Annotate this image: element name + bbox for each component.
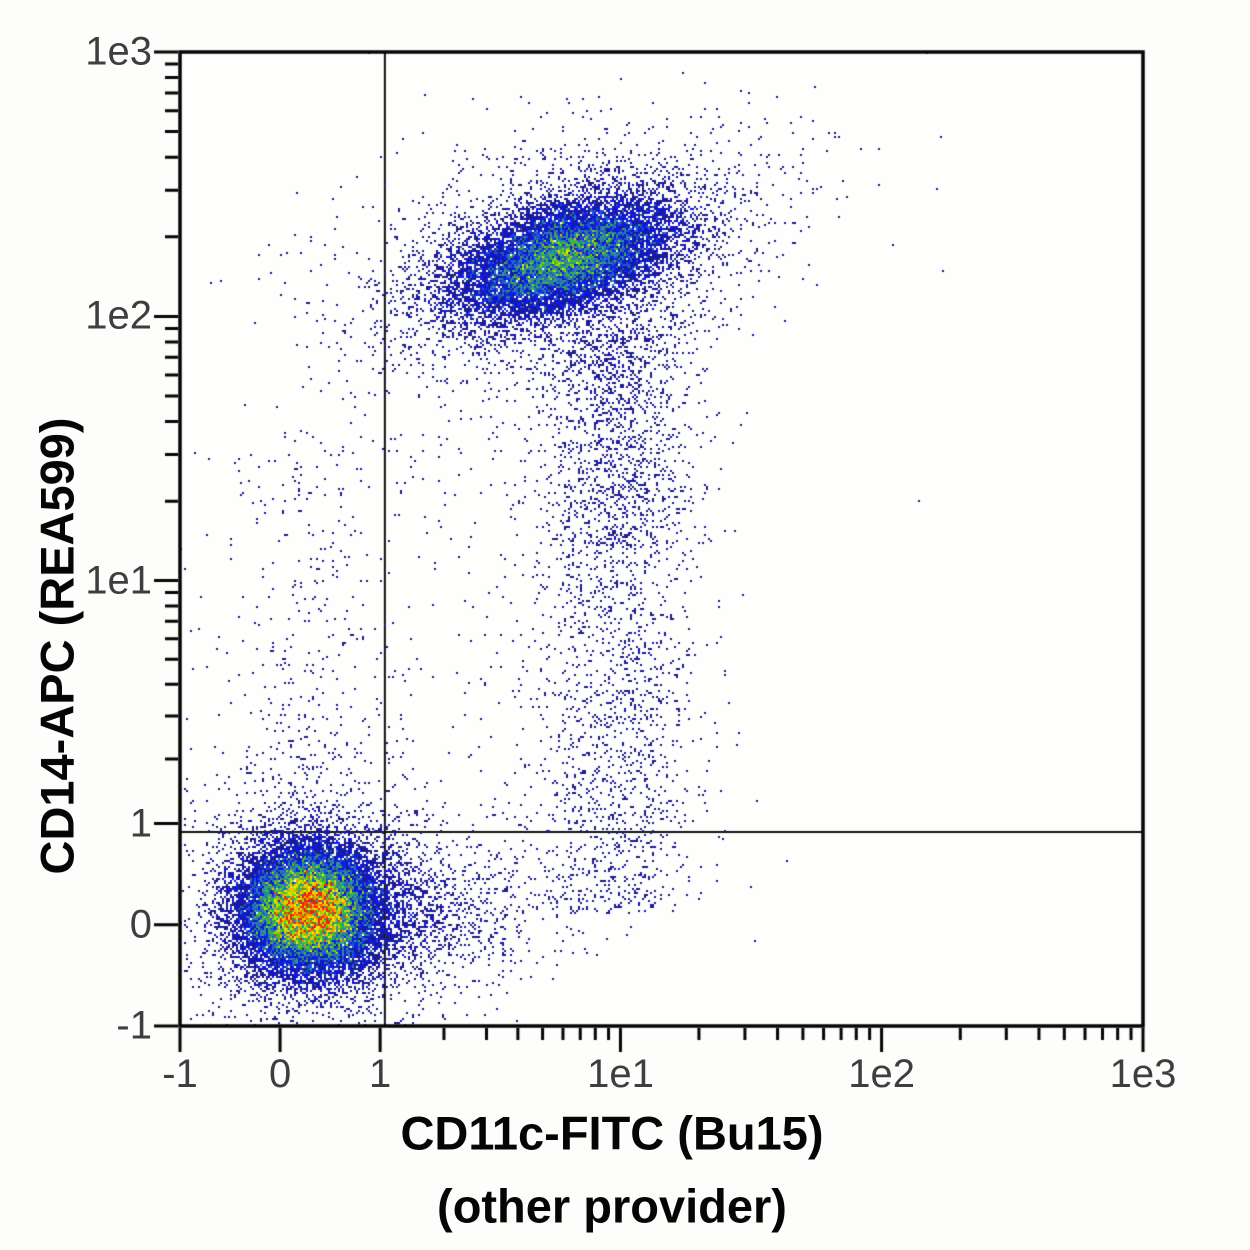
x-tick-label-1e3: 1e3 <box>1109 1052 1177 1096</box>
y-tick-label-0: 0 <box>129 902 152 947</box>
x-tick-label--1: -1 <box>162 1052 198 1096</box>
y-tick-label-1: 1 <box>129 801 152 846</box>
y-tick-label-1e3: 1e3 <box>85 29 152 74</box>
x-tick-label-1e2: 1e2 <box>848 1052 915 1096</box>
x-tick-label-1: 1 <box>369 1052 392 1096</box>
x-tick-label-0: 0 <box>268 1052 292 1096</box>
x-axis-subtitle: (other provider) <box>437 1179 787 1233</box>
y-tick-label--1: -1 <box>116 1003 152 1048</box>
x-axis-title: CD11c-FITC (Bu15) <box>400 1106 824 1160</box>
x-tick-label-1e1: 1e1 <box>587 1052 654 1096</box>
y-axis-title: CD14-APC (REA599) <box>30 417 84 875</box>
y-tick-label-1e2: 1e2 <box>85 293 152 338</box>
y-tick-label-1e1: 1e1 <box>85 558 152 602</box>
